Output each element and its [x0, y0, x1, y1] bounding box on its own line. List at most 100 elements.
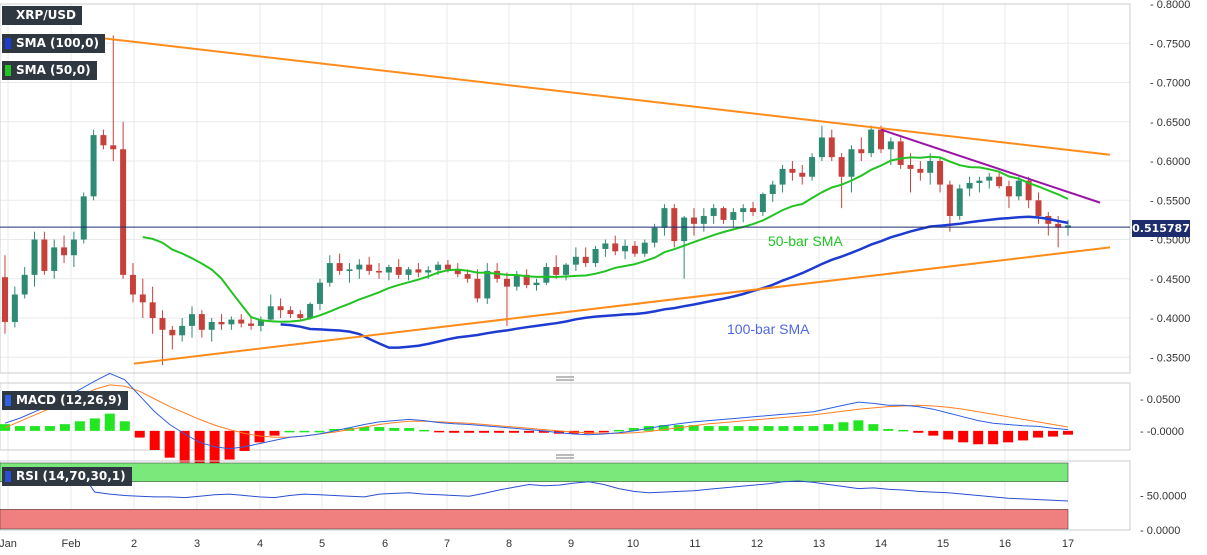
candle-body: [61, 247, 68, 256]
candle-body: [503, 278, 510, 287]
candle-body: [139, 294, 146, 303]
macd-signal-line: [4, 384, 1069, 438]
macd-histogram-bar: [449, 430, 460, 433]
x-tick-label: 12: [751, 538, 763, 550]
macd-histogram-bar: [254, 430, 265, 443]
sma50-swatch-icon: [5, 65, 11, 76]
macd-histogram-bar: [1063, 430, 1073, 435]
macd-histogram-bar: [14, 426, 25, 431]
macd-histogram-bar: [284, 430, 295, 433]
candle-body: [1055, 223, 1062, 228]
macd-histogram-bar: [973, 430, 984, 445]
macd-histogram-bar: [1048, 430, 1059, 437]
macd-histogram-bar: [988, 430, 999, 445]
macd-histogram-bar: [509, 430, 520, 433]
macd-histogram-bar: [853, 420, 864, 431]
macd-histogram-bar: [419, 429, 430, 432]
macd-histogram-bar: [29, 426, 40, 431]
macd-histogram-bar: [823, 424, 834, 431]
candle-body: [730, 212, 737, 220]
y-tick-label: - 0.4500: [1150, 274, 1190, 286]
macd-histogram-bar: [913, 430, 924, 433]
sma50-legend-text: SMA (50,0): [16, 63, 91, 77]
candle-body: [641, 242, 648, 254]
macd-histogram-bar: [404, 427, 415, 431]
x-tick-label: 8: [506, 538, 512, 550]
macd-histogram-bar: [598, 430, 609, 433]
macd-y-tick-label: - -0.0000: [1140, 426, 1184, 438]
axes: Jan Feb 2 3 4 5 6 7 8 9 10 11 12 13 14 15 16 17 - 0.3500 - …: [0, 0, 1190, 550]
candle-body: [563, 264, 570, 275]
macd-line: [4, 372, 1069, 450]
y-tick-label: - 0.5000: [1150, 235, 1190, 247]
macd-histogram-bar: [89, 418, 100, 431]
ascending-trendline: [133, 246, 1111, 365]
candle-body: [976, 180, 983, 184]
macd-histogram-bar: [808, 426, 819, 431]
candle-body: [523, 274, 530, 286]
candle-body: [671, 208, 678, 242]
macd-histogram-bar: [763, 426, 774, 431]
macd-histogram-bar: [898, 429, 909, 432]
rsi-y-tick-label: - 50.0000: [1140, 491, 1186, 503]
candle-body: [41, 239, 48, 271]
x-tick-label: 14: [875, 538, 887, 550]
candle-body: [21, 274, 28, 295]
macd-histogram-bar: [524, 430, 535, 433]
y-tick-label: - 0.5500: [1150, 195, 1190, 207]
candle-body: [316, 282, 323, 304]
candle-body: [346, 269, 353, 271]
candle-body: [2, 277, 8, 322]
candle-body: [120, 149, 127, 275]
rsi-legend-text: RSI (14,70,30,1): [16, 469, 126, 483]
candle-body: [307, 303, 314, 319]
rsi-y-tick-label: - 0.0000: [1140, 525, 1180, 537]
macd-y-tick-label: - 0.0500: [1140, 394, 1180, 406]
candle-body: [80, 196, 87, 240]
macd-legend[interactable]: MACD (12,26,9): [2, 391, 129, 410]
candle-body: [789, 168, 796, 173]
candle-body: [169, 329, 176, 336]
candle-body: [828, 137, 835, 158]
macd-histogram-bar: [179, 430, 190, 463]
candle-body: [956, 188, 963, 216]
y-tick-label: - 0.4000: [1150, 313, 1190, 325]
candle-body: [937, 161, 944, 185]
macd-histogram-bar: [1003, 430, 1014, 443]
y-tick-label: - 0.8000: [1150, 0, 1190, 11]
macd-histogram-bar: [479, 430, 490, 433]
macd-panel: [0, 372, 1131, 466]
macd-histogram-bar: [703, 426, 714, 431]
x-tick-label: 4: [257, 538, 263, 550]
macd-histogram-bar: [44, 426, 55, 431]
x-tick-label: 5: [319, 538, 325, 550]
candle-body: [1015, 180, 1022, 197]
macd-histogram-bar: [134, 430, 145, 438]
macd-histogram-bar: [74, 421, 85, 431]
rsi-legend[interactable]: RSI (14,70,30,1): [2, 467, 132, 486]
macd-histogram-bar: [718, 426, 729, 431]
macd-histogram-bar: [314, 430, 325, 433]
sma50-legend[interactable]: SMA (50,0): [2, 61, 97, 80]
descending-trendline: [91, 35, 1111, 156]
candle-body: [297, 314, 304, 319]
candle-body: [1065, 225, 1071, 228]
sma50-line: [142, 155, 1069, 323]
candle-body: [946, 184, 953, 216]
macd-histogram-bar: [883, 428, 894, 431]
x-tick-label: Feb: [62, 538, 81, 550]
macd-histogram-bar: [194, 430, 205, 466]
sma100-legend[interactable]: SMA (100,0): [2, 34, 105, 53]
symbol-label[interactable]: XRP/USD: [2, 6, 83, 25]
y-tick-label: - 0.6000: [1150, 156, 1190, 168]
candle-body: [661, 208, 668, 228]
macd-histogram-bar: [538, 430, 549, 433]
candle-body: [435, 264, 442, 271]
macd-legend-text: MACD (12,26,9): [16, 393, 123, 407]
macd-histogram-bar: [164, 430, 175, 458]
candle-body: [513, 274, 520, 287]
candle-body: [356, 264, 363, 270]
candle-body: [415, 269, 422, 273]
candle-body: [572, 256, 579, 265]
candle-body: [287, 310, 294, 315]
